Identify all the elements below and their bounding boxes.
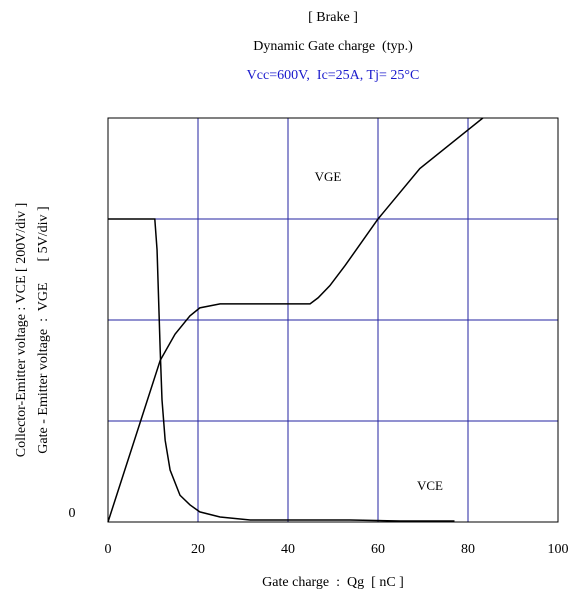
x-tick-label: 40 bbox=[281, 542, 295, 557]
x-tick-label: 20 bbox=[191, 542, 205, 557]
y2-axis-label: Gate - Emitter voltage : VGE [ 5V/div ] bbox=[36, 206, 51, 453]
series-line bbox=[107, 117, 484, 523]
y-tick-label: 0 bbox=[69, 506, 76, 521]
x-tick-label: 0 bbox=[105, 542, 112, 557]
x-tick-label: 100 bbox=[548, 542, 569, 557]
x-tick-label: 80 bbox=[461, 542, 475, 557]
series-label: VGE bbox=[315, 169, 342, 184]
x-axis-label: Gate charge : Qg [ nC ] bbox=[262, 575, 404, 590]
series-line bbox=[108, 218, 455, 522]
y-axis-label: Collector-Emitter voltage : VCE [ 200V/d… bbox=[14, 203, 29, 458]
conditions: Vcc=600V, Ic=25A, Tj= 25°C bbox=[247, 68, 420, 83]
chart-subtitle: Dynamic Gate charge (typ.) bbox=[253, 39, 413, 54]
x-tick-label: 60 bbox=[371, 542, 385, 557]
chart-title: [ Brake ] bbox=[308, 10, 358, 25]
series-label: VCE bbox=[417, 478, 443, 493]
plot-frame bbox=[107, 117, 559, 523]
